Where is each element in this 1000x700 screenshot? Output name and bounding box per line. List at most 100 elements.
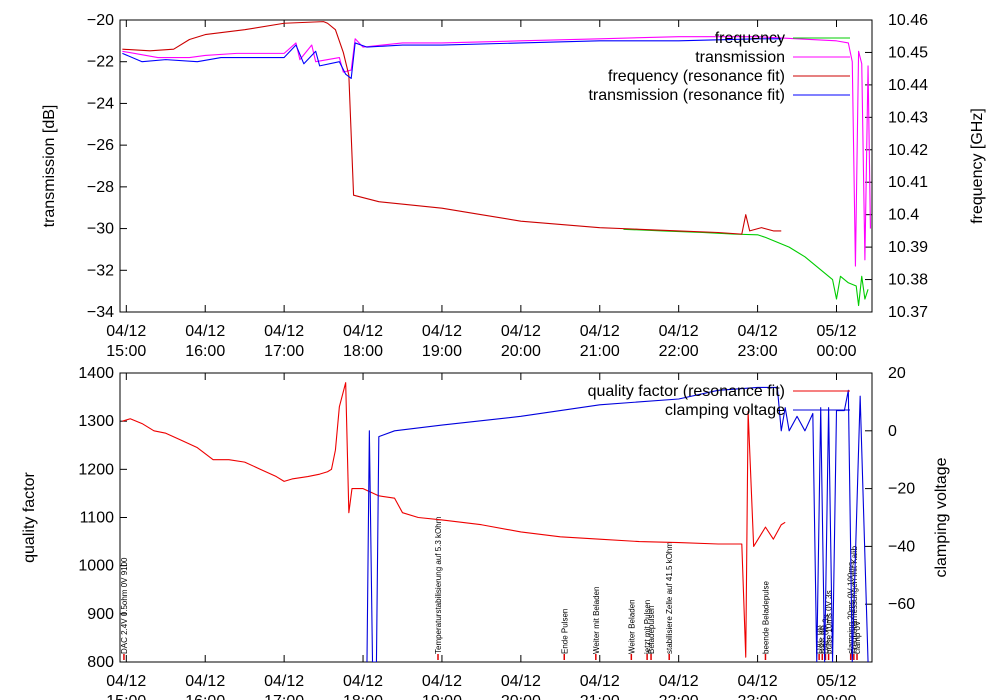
bottom-x-tick-label-date: 04/12 — [185, 673, 225, 690]
bottom-legend-label: clamping voltage — [665, 402, 785, 419]
top-y2-tick-label: 10.46 — [888, 12, 928, 29]
bottom-x-tick-label-date: 04/12 — [422, 673, 462, 690]
bottom-y-tick-label: 1300 — [78, 413, 114, 430]
bottom-annotation-label: stabilisiere Zelle auf 41.5 kOhm — [665, 542, 674, 654]
top-x-tick-label-time: 00:00 — [816, 343, 856, 360]
top-x-tick-label-time: 15:00 — [106, 343, 146, 360]
bottom-x-tick-label-time: 15:00 — [106, 693, 146, 700]
bottom-x-tick-label-time: 22:00 — [659, 693, 699, 700]
top-legend-label: frequency — [715, 30, 785, 47]
bottom-x-tick-label-time: 17:00 — [264, 693, 304, 700]
bottom-annotation-label: pulse 10ms 0V 3s — [825, 590, 834, 654]
bottom-y-tick-label: 1400 — [78, 365, 114, 382]
bottom-x-tick-label-time: 19:00 — [422, 693, 462, 700]
top-x-tick-label-time: 23:00 — [738, 343, 778, 360]
top-x-tick-label-date: 04/12 — [659, 323, 699, 340]
top-y2-tick-label: 10.38 — [888, 272, 928, 289]
top-y2-tick-label: 10.39 — [888, 239, 928, 256]
bottom-series-clamping-voltage — [366, 386, 869, 662]
bottom-y2-tick-label: −60 — [888, 596, 915, 613]
bottom-y-tick-label: 900 — [87, 606, 114, 623]
bottom-annotation-label: DAC 0V — [815, 624, 824, 654]
bottom-y2-tick-label: 0 — [888, 423, 897, 440]
top-series-frequency-resonance-fit- — [122, 21, 782, 235]
bottom-annotation-label: Temperaturstabilisierung auf 5.3 kOhm — [434, 516, 443, 654]
top-series-frequency — [623, 228, 869, 307]
top-y-tick-label: −32 — [87, 262, 114, 279]
bottom-y-tick-label: 800 — [87, 654, 114, 671]
top-x-tick-label-date: 05/12 — [816, 323, 856, 340]
top-x-tick-label-time: 20:00 — [501, 343, 541, 360]
bottom-y2-tick-label: 20 — [888, 365, 906, 382]
top-series-group — [122, 21, 871, 307]
bottom-x-tick-label-time: 20:00 — [501, 693, 541, 700]
bottom-y2-axis-label: clamping voltage — [933, 457, 950, 577]
bottom-x-tick-label-date: 04/12 — [264, 673, 304, 690]
top-legend-label: transmission — [695, 49, 785, 66]
top-y2-tick-label: 10.42 — [888, 142, 928, 159]
bottom-x-tick-label-date: 05/12 — [816, 673, 856, 690]
bottom-chart-panel: 04/12 15:00 04/12 16:00 04/12 17:00 04/12 18:00… — [21, 365, 950, 700]
bottom-annotation-label: DAC 0V — [818, 624, 827, 654]
top-x-tick-label-time: 19:00 — [422, 343, 462, 360]
bottom-annotation-label: DAC 2.4V 0.5ohm 0V 9100 — [120, 557, 129, 654]
top-x-tick-label-date: 04/12 — [185, 323, 225, 340]
top-legend-label: frequency (resonance fit) — [608, 68, 785, 85]
top-y-tick-label: −34 — [87, 304, 114, 321]
bottom-y2-tick-label: −20 — [888, 481, 915, 498]
bottom-y2-tick-label: −40 — [888, 538, 915, 555]
top-y2-tick-label: 10.45 — [888, 44, 928, 61]
top-frame — [119, 19, 873, 313]
top-x-tick-label-time: 17:00 — [264, 343, 304, 360]
bottom-x-tick-label-date: 04/12 — [580, 673, 620, 690]
bottom-annotation-label: Weiter mit Beladen — [592, 587, 601, 654]
top-series-transmission — [122, 36, 871, 267]
bottom-y-tick-label: 1100 — [80, 510, 115, 527]
bottom-x-tick-label-date: 04/12 — [106, 673, 146, 690]
bottom-x-tick-label-time: 21:00 — [580, 693, 620, 700]
top-series-transmission-resonance-fit- — [122, 38, 782, 79]
top-y2-tick-label: 10.44 — [888, 77, 928, 94]
bottom-y-axis-label: quality factor — [21, 471, 38, 562]
top-y-axis-label: transmission [dB] — [41, 105, 58, 228]
bottom-annotation-label: beende Beladepulse — [761, 580, 770, 654]
top-x-tick-label-date: 04/12 — [264, 323, 304, 340]
bottom-annotation-label: Beladepulsen — [647, 606, 656, 654]
bottom-x-tick-label-time: 18:00 — [343, 693, 383, 700]
top-y-tick-label: −26 — [87, 137, 114, 154]
top-y2-axis-label: frequency [GHz] — [969, 108, 986, 224]
bottom-series-group — [122, 382, 869, 662]
top-x-tick-label-date: 04/12 — [422, 323, 462, 340]
bottom-x-tick-label-time: 23:00 — [738, 693, 778, 700]
bottom-annotation-label: jetzt mit Pulsen — [643, 600, 652, 655]
top-y2-tick-label: 10.4 — [888, 207, 919, 224]
top-x-tick-label-time: 21:00 — [580, 343, 620, 360]
bottom-series-quality-factor-resonance-fit- — [122, 382, 786, 658]
top-x-tick-label-time: 22:00 — [659, 343, 699, 360]
top-y-tick-label: −20 — [87, 12, 114, 29]
top-x-tick-label-date: 04/12 — [501, 323, 541, 340]
bottom-annotation-label: clamp 0V — [853, 620, 862, 654]
bottom-annotations: DAC 2.4V 0.5ohm 0V 9100 Temperaturstabili… — [120, 516, 862, 660]
top-y-tick-label: −24 — [87, 95, 114, 112]
top-y-tick-label: −28 — [87, 179, 114, 196]
top-x-tick-label-date: 04/12 — [738, 323, 778, 340]
top-y2-tick-label: 10.41 — [888, 174, 928, 191]
top-y-tick-label: −30 — [87, 221, 114, 238]
bottom-x-tick-label-date: 04/12 — [343, 673, 383, 690]
bottom-x-tick-label-time: 00:00 — [816, 693, 856, 700]
bottom-x-tick-label-time: 16:00 — [185, 693, 225, 700]
bottom-x-tick-label-date: 04/12 — [501, 673, 541, 690]
top-x-tick-label-time: 16:00 — [185, 343, 225, 360]
top-x-tick-label-date: 04/12 — [106, 323, 146, 340]
bottom-legend-label: quality factor (resonance fit) — [588, 383, 785, 400]
bottom-x-tick-label-date: 04/12 — [738, 673, 778, 690]
top-x-tick-label-date: 04/12 — [580, 323, 620, 340]
bottom-x-tick-label-date: 04/12 — [659, 673, 699, 690]
bottom-y-tick-label: 1200 — [78, 461, 114, 478]
top-y2-tick-label: 10.37 — [888, 304, 928, 321]
top-y2-tick-label: 10.43 — [888, 109, 928, 126]
bottom-annotation-label: Ende Pulsen — [560, 609, 569, 654]
